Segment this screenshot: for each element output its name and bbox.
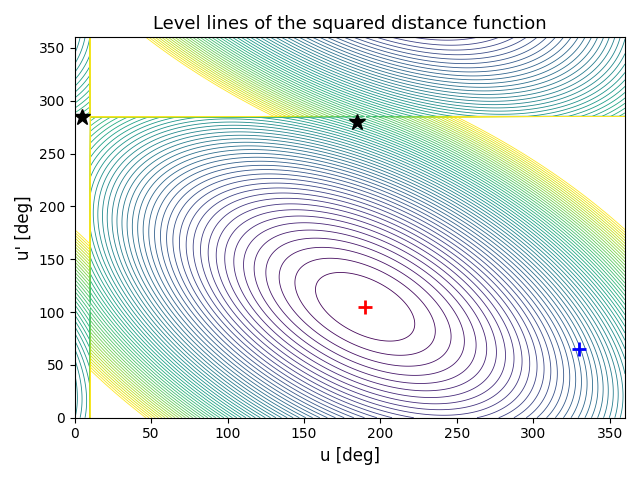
Title: Level lines of the squared distance function: Level lines of the squared distance func…: [153, 15, 547, 33]
Y-axis label: u' [deg]: u' [deg]: [15, 195, 33, 260]
X-axis label: u [deg]: u [deg]: [320, 447, 380, 465]
